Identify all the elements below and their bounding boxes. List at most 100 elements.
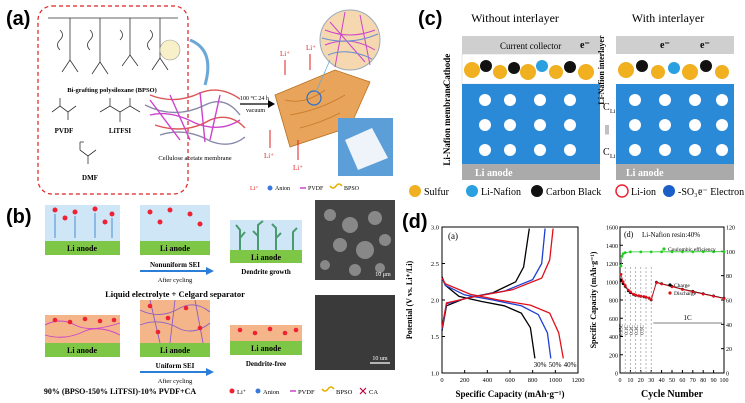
panel-a-figure: Bi-grafting polysiloxane (BPSO) PVDF LiT… [37, 5, 393, 195]
x-tick-label: 800 [528, 377, 538, 384]
x-axis-label: Cycle Number [641, 389, 703, 400]
rate-label: 0.5C [640, 325, 645, 335]
li-ion-label-4: Li⁺ [293, 164, 303, 172]
x-tick-label: 200 [460, 377, 470, 384]
y-tick-label: 200 [609, 353, 618, 359]
li-ion-label-2: Li⁺ [306, 44, 316, 52]
y-tick-label: 3.0 [431, 225, 439, 232]
legend-so3: -SO₃⁻ [678, 187, 703, 198]
cathode-particles-left [464, 60, 594, 80]
litfsi-structure [99, 98, 141, 122]
x-tick-label: 10 [627, 378, 633, 384]
legend-b-anion: Anion [263, 389, 280, 396]
li-anode-right [616, 164, 734, 180]
x-tick-label: 70 [690, 378, 696, 384]
y2-tick-label: 0 [726, 372, 729, 378]
y-axis-label: Potential (V vs. Li⁺/Li) [405, 261, 414, 340]
chart-tag: (a) [448, 231, 458, 241]
y2-tick-label: 100 [726, 250, 735, 256]
li-anode-4-label: Li anode [67, 346, 97, 355]
li-arrows-down [54, 213, 113, 238]
panel-c-figure: Without interlayer With interlayer Curre… [409, 11, 744, 198]
chart-cycling: (d) Li-Nafion resin:40% 0 10 20 30 40 50 60 70 80 9… [589, 226, 735, 401]
li-drops-top [52, 206, 115, 225]
y-tick-label: 600 [609, 317, 618, 323]
y-tick-label: 2.5 [431, 261, 439, 268]
x-tick-label: 50 [669, 378, 675, 384]
y2-tick-label: 40 [726, 323, 732, 329]
x-tick-label: 400 [482, 377, 492, 384]
panel-d-label: (d) [402, 211, 428, 233]
rate-label: 0.05C [620, 323, 625, 336]
curve-label: 40% [564, 361, 577, 369]
x-tick-label: 30 [648, 378, 654, 384]
legend-li: Li⁺ [250, 185, 259, 192]
uniform-sei-label: Uniform SEI [156, 362, 195, 370]
legend-pvdf: PVDF [308, 186, 324, 192]
sem-bottom-scale: 10 um [372, 356, 388, 362]
legend-ce: Coulombic efficiency [668, 246, 716, 253]
x-tick-label: 600 [505, 377, 515, 384]
point-discharge [722, 297, 726, 300]
series-50%-discharge [441, 277, 552, 359]
legend-charge: Charge [674, 283, 690, 289]
beaker-icon [159, 39, 181, 61]
series-50%-charge [441, 228, 546, 330]
li-anode-1-label: Li anode [67, 244, 97, 253]
li-anode-6 [230, 341, 302, 355]
x-tick-label: 60 [679, 378, 685, 384]
membrane-label: Li-Nafion membrane [442, 84, 452, 165]
pvdf-structure [51, 98, 77, 120]
x-tick-label: 0 [440, 377, 443, 384]
sem-top-scale: 10 μm [375, 272, 391, 278]
y-tick-label: 800 [609, 299, 618, 305]
without-title: Without interlayer [471, 11, 559, 25]
conditions-top: 100 °C 24 h [240, 95, 269, 102]
interlayer-label: Li-Nafion interlayer [597, 35, 606, 105]
cli-top: C [603, 102, 610, 113]
panel-c-label: (c) [418, 8, 443, 30]
series-line-charge [620, 279, 725, 301]
series-40%-charge [441, 228, 554, 328]
legend-b-bpso: BPSO [336, 389, 353, 396]
x-tick-label: 20 [638, 378, 644, 384]
rate-label: 0.1C [625, 325, 630, 335]
legend-b-pvdf: PVDF [298, 389, 315, 396]
y-tick-label: 1.5 [431, 334, 439, 341]
x-tick-label: 90 [711, 378, 717, 384]
conditions-bottom: vacuum [246, 108, 265, 114]
panel-c: (c) Without interlayer With interlayer C… [400, 0, 745, 200]
dendrites [235, 220, 298, 250]
li-anode-2-label: Li anode [160, 244, 190, 253]
with-title: With interlayer [632, 11, 705, 25]
li-anode-6-label: Li anode [251, 344, 281, 353]
legend-linafion: Li-Nafion [481, 187, 521, 198]
y-axis-label: Specific Capacity (mAh·g⁻¹) [589, 251, 598, 348]
legend-b-li: Li⁺ [237, 389, 247, 396]
li-anode-3 [230, 250, 302, 263]
y-tick-label: 1400 [606, 244, 618, 250]
li-anode-2 [140, 241, 210, 255]
panel-a-label: (a) [6, 8, 31, 30]
rate-1c-label: 1C [684, 314, 693, 322]
li-ion-label-1: Li⁺ [280, 50, 290, 58]
dmf-name: DMF [82, 174, 98, 182]
x-tick-label: 100 [720, 378, 729, 384]
bpso-name: Bi-grafting polysiloxane (BPSO) [67, 87, 157, 94]
x-tick-label: 0 [619, 378, 622, 384]
panel-b-label: (b) [6, 206, 32, 228]
electron-left: e⁻ [580, 40, 590, 51]
mixing-arrow [189, 38, 210, 86]
legend-discharge: Discharge [674, 291, 697, 297]
cli-equals: || [605, 124, 609, 135]
panel-b-figure: Li anode Li anode Nonuniform SEI After c… [44, 200, 395, 396]
li-anode-right-label: Li anode [626, 168, 664, 179]
rate-label: 0.2C [630, 325, 635, 335]
sem-bottom [315, 295, 395, 370]
after-cycling-top: After cycling [158, 277, 193, 284]
cli-top-sub: Li [610, 109, 616, 115]
litfsi-name: LiTFSI [109, 127, 131, 135]
y-tick-label: 1000 [606, 280, 618, 286]
y2-tick-label: 60 [726, 299, 732, 305]
panel-b: (b) Li anode Li anode Nonuniform SEI Aft… [0, 200, 400, 403]
